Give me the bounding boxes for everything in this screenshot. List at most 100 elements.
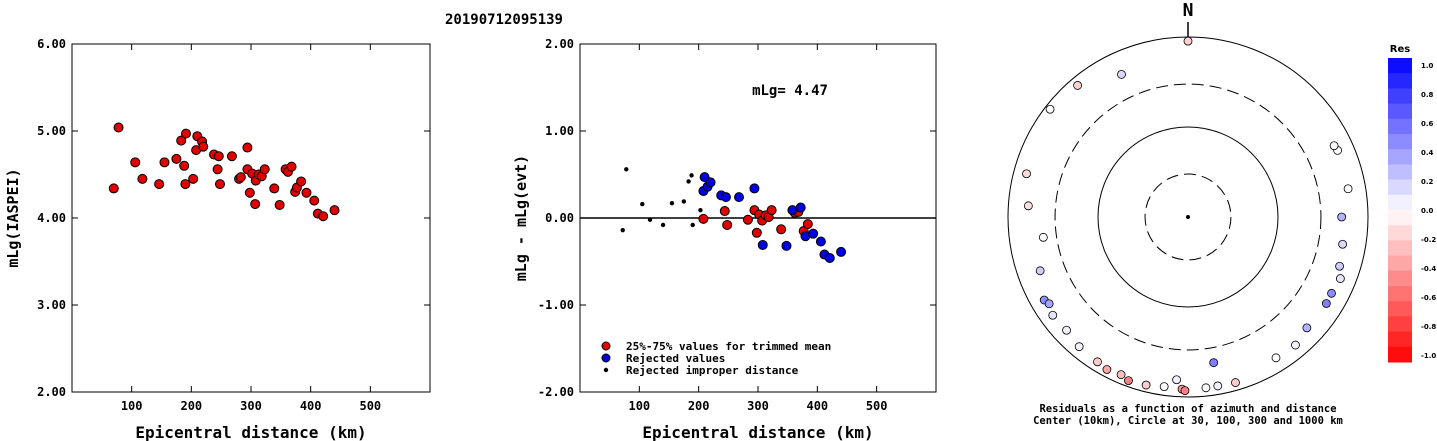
- y-axis-label-1: mLg(IASPEI): [4, 168, 22, 267]
- colorbar-segment: [1388, 301, 1412, 317]
- station-marker: [1302, 323, 1312, 333]
- station-marker: [1343, 184, 1353, 194]
- data-point: [176, 135, 187, 146]
- data-point: [154, 179, 165, 190]
- data-point: [742, 214, 753, 225]
- station-marker: [1102, 365, 1112, 374]
- y-tick-label-2: 0.00: [545, 211, 574, 225]
- data-point: [301, 187, 312, 198]
- event-title: 20190712095139: [445, 12, 563, 28]
- data-point: [720, 192, 731, 203]
- x-tick-label-2: 400: [806, 399, 828, 413]
- data-point: [686, 179, 691, 184]
- data-point: [180, 179, 191, 190]
- x-tick-label-2: 100: [628, 399, 650, 413]
- station-marker: [1338, 239, 1348, 249]
- range-circle-300km: [1054, 83, 1322, 351]
- magnitude-annotation: mLg= 4.47: [752, 83, 828, 99]
- y-tick-label-1: 6.00: [37, 37, 66, 51]
- station-marker: [1093, 357, 1102, 367]
- data-point: [212, 164, 223, 175]
- station-marker: [1231, 378, 1240, 387]
- y-tick-label-1: 2.00: [37, 385, 66, 399]
- y-tick-label-2: -1.00: [538, 298, 574, 312]
- station-marker: [1062, 325, 1071, 335]
- station-marker: [1337, 212, 1347, 222]
- station-marker: [1023, 201, 1033, 211]
- legend-marker: [601, 353, 611, 363]
- data-point: [757, 239, 768, 250]
- colorbar-segment: [1388, 149, 1412, 165]
- polar-subtitle: Residuals as a function of azimuth and d…: [1039, 403, 1336, 415]
- data-point: [235, 172, 246, 183]
- data-point: [795, 202, 806, 213]
- data-point: [681, 199, 687, 204]
- colorbar-tick-label: 1.0: [1421, 62, 1434, 70]
- data-point: [719, 206, 730, 217]
- x-tick-label-1: 200: [180, 399, 202, 413]
- data-point: [836, 246, 847, 257]
- colorbar-segment: [1388, 179, 1412, 196]
- station-marker: [1116, 370, 1126, 380]
- data-point: [171, 153, 182, 164]
- station-marker: [1074, 342, 1084, 352]
- colorbar-tick-label: -0.2: [1421, 236, 1436, 244]
- data-point: [808, 228, 819, 239]
- data-point: [159, 157, 170, 168]
- legend-label: Rejected values: [626, 352, 725, 365]
- data-point: [749, 183, 760, 194]
- legend-marker: [603, 367, 609, 373]
- station-marker: [1117, 70, 1126, 79]
- data-point: [137, 173, 148, 184]
- colorbar-segment: [1388, 58, 1412, 74]
- colorbar-tick-label: 0.8: [1421, 91, 1434, 99]
- station-marker: [1209, 358, 1219, 368]
- legend-marker: [601, 341, 611, 351]
- legend-label: 25%-75% values for trimmed mean: [626, 340, 831, 353]
- data-point: [318, 211, 329, 222]
- north-label: N: [1183, 0, 1194, 21]
- data-point: [296, 176, 307, 187]
- station-marker: [1172, 375, 1182, 385]
- colorbar-segment: [1388, 103, 1412, 120]
- data-point: [647, 217, 653, 222]
- data-point: [286, 161, 297, 172]
- data-point: [669, 201, 675, 206]
- station-marker: [1335, 261, 1344, 271]
- station-marker: [1022, 169, 1031, 179]
- legend-label: Rejected improper distance: [626, 364, 799, 377]
- station-marker: [1159, 382, 1169, 392]
- data-point: [698, 207, 703, 213]
- range-circle-100km: [1097, 126, 1279, 308]
- data-point: [180, 128, 191, 139]
- colorbar-segment: [1388, 240, 1412, 257]
- data-point: [660, 222, 666, 228]
- colorbar-segment: [1388, 134, 1412, 150]
- x-tick-label-1: 400: [300, 399, 322, 413]
- data-point: [689, 173, 694, 178]
- colorbar-segment: [1388, 73, 1412, 89]
- data-point: [309, 195, 320, 206]
- x-tick-label-2: 200: [688, 399, 710, 413]
- colorbar-tick-label: -0.4: [1421, 265, 1436, 273]
- colorbar-tick-label: -1.0: [1421, 352, 1436, 360]
- y-tick-label-1: 5.00: [37, 124, 66, 138]
- y-tick-label-2: 1.00: [545, 124, 574, 138]
- station-marker: [1327, 288, 1336, 298]
- station-marker: [1329, 141, 1339, 151]
- data-point: [781, 240, 792, 251]
- data-point: [244, 187, 255, 198]
- colorbar-tick-label: 0.6: [1421, 120, 1434, 128]
- station-marker: [1180, 386, 1190, 396]
- station-marker: [1335, 274, 1345, 283]
- data-point: [698, 213, 709, 224]
- data-point: [776, 224, 787, 235]
- data-point: [329, 205, 340, 216]
- data-point: [705, 177, 716, 188]
- y-tick-label-2: -2.00: [538, 385, 574, 399]
- data-point: [242, 142, 253, 153]
- colorbar-segment: [1388, 270, 1412, 287]
- station-marker: [1035, 266, 1045, 276]
- colorbar-segment: [1388, 255, 1412, 272]
